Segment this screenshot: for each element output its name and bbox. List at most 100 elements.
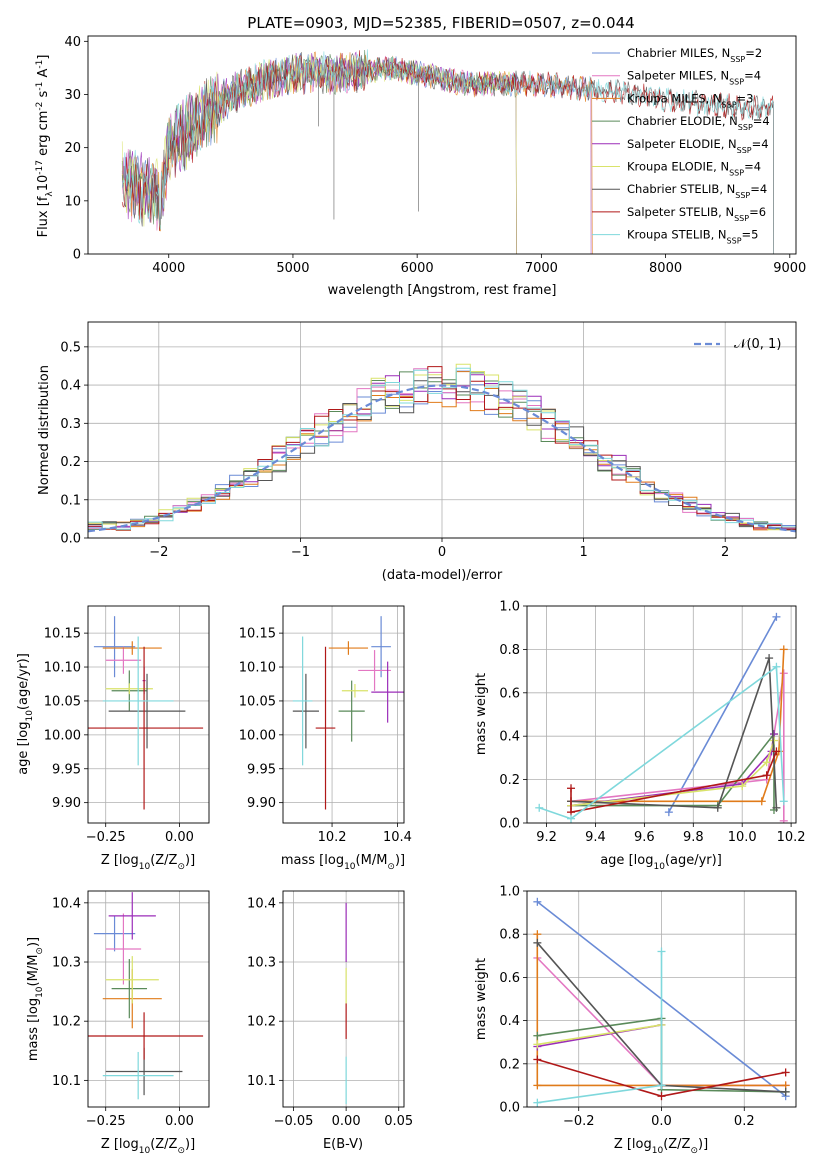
y-tick-label: 1.0 xyxy=(499,885,520,900)
y-tick-label: 0.0 xyxy=(499,817,520,832)
plot-area xyxy=(88,892,204,1100)
label-part: 10 xyxy=(344,862,356,872)
weight-line xyxy=(538,665,785,820)
legend-label: Salpeter ELODIE, NSSP=4 xyxy=(627,137,769,155)
x-axis-label: mass [log10(M/M⊙)] xyxy=(281,853,405,872)
x-tick-label: 9000 xyxy=(773,261,806,276)
x-tick-label: −2 xyxy=(149,545,168,560)
plot-area xyxy=(88,363,796,533)
x-tick-label: 5000 xyxy=(276,261,309,276)
y-tick-label: 10.1 xyxy=(247,1074,276,1089)
legend-name: Chabrier STELIB, N xyxy=(627,182,735,196)
y-tick-label: 0.0 xyxy=(499,1101,520,1116)
legend-name: Chabrier MILES, N xyxy=(627,46,730,60)
label-part: Z [log xyxy=(101,853,139,868)
label-part: mass [log xyxy=(26,998,41,1061)
legend-sub: SSP xyxy=(738,123,753,132)
x-axis-label: Z [log10(Z/Z⊙)] xyxy=(101,1137,195,1156)
legend-label: Chabrier STELIB, NSSP=4 xyxy=(627,182,767,200)
y-tick-label: 0.4 xyxy=(499,1014,520,1029)
x-tick-label: −0.25 xyxy=(86,1114,126,1129)
y-tick-label: 10 xyxy=(64,194,81,209)
x-tick-label: 0 xyxy=(438,545,446,560)
legend-n: =5 xyxy=(742,228,759,242)
label-part: )] xyxy=(185,853,195,868)
label-part: 10 xyxy=(653,862,665,872)
label-part: Z [log xyxy=(614,1137,652,1152)
x-tick-label: 6000 xyxy=(401,261,434,276)
x-tick-label: 0.2 xyxy=(734,1114,755,1129)
label-part: )] xyxy=(185,1137,195,1152)
legend-label: Chabrier ELODIE, NSSP=4 xyxy=(627,114,770,132)
label-part: ⊙ xyxy=(387,862,395,872)
x-axis-label: Z [log10(Z/Z⊙)] xyxy=(101,853,195,872)
legend-label: Kroupa STELIB, NSSP=5 xyxy=(627,228,758,246)
axes-frame xyxy=(282,605,405,824)
y-tick-label: 9.90 xyxy=(247,796,276,811)
y-tick-label: 0.4 xyxy=(60,379,81,394)
spectrum-line xyxy=(121,49,774,254)
legend-n: =4 xyxy=(753,114,770,128)
legend-name: Kroupa MILES, N xyxy=(627,91,722,105)
legend-label: Salpeter STELIB, NSSP=6 xyxy=(627,205,766,223)
y-tick-label: 10.1 xyxy=(52,1074,81,1089)
y-tick-label: 0.8 xyxy=(499,928,520,943)
normal-curve xyxy=(88,384,796,533)
label-part: ⊙ xyxy=(690,1146,698,1156)
x-axis-label: wavelength [Angstrom, rest frame] xyxy=(328,283,557,298)
y-tick-label: 10.4 xyxy=(247,896,276,911)
x-axis-label: Z [log10(Z/Z⊙)] xyxy=(614,1137,708,1156)
plot-area xyxy=(535,612,788,823)
x-tick-label: 0.0 xyxy=(651,1114,672,1129)
legend-sub: SSP xyxy=(734,213,749,222)
y-tick-label: 10.2 xyxy=(247,1015,276,1030)
x-tick-label: 2 xyxy=(721,545,729,560)
label-part: (Z/Z xyxy=(150,1137,177,1152)
legend-sub: SSP xyxy=(722,100,737,109)
y-tick-label: 10.00 xyxy=(44,728,81,743)
y-tick-label: 1.0 xyxy=(499,600,520,615)
label-part: -2 xyxy=(35,102,45,111)
label-part: (age/yr)] xyxy=(16,653,31,710)
y-axis-label: Flux [fλ10-17 erg cm-2 s-1 A-1] xyxy=(35,55,55,238)
y-tick-label: 0.6 xyxy=(499,686,520,701)
x-tick-label: −0.2 xyxy=(563,1114,595,1129)
plot-area xyxy=(292,616,404,810)
legend-n: =4 xyxy=(744,160,761,174)
y-tick-label: 20 xyxy=(64,141,81,156)
y-axis-label: Normed distribution xyxy=(37,365,52,495)
x-tick-label: 1 xyxy=(579,545,587,560)
grid xyxy=(283,606,404,823)
label-part: )] xyxy=(395,853,405,868)
legend-sub: SSP xyxy=(730,55,745,64)
label-part: (M/M xyxy=(356,853,388,868)
weight-line xyxy=(570,733,775,807)
label-part: -17 xyxy=(35,160,45,175)
x-tick-label: 9.8 xyxy=(683,830,704,845)
panel-weight_vs_Z: −0.2 0.0 0.2 0.0 0.2 0.4 0.6 0.8 1.0 Z [log10(Z/Z… xyxy=(474,885,797,1156)
panel-residuals: −2 −1 0 1 2 0.0 0.1 0.2 0.3 0.4 0.5 𝒩(0, 1) (data-mo… xyxy=(37,321,797,583)
label-part: 10 xyxy=(36,175,51,192)
label-part: 10 xyxy=(139,862,151,872)
x-tick-label: 9.2 xyxy=(536,830,557,845)
y-tick-label: 10.05 xyxy=(239,694,276,709)
label-part: ⊙ xyxy=(35,947,45,955)
legend-name: Kroupa ELODIE, N xyxy=(627,160,729,174)
panel-spectrum: 4000 5000 6000 7000 8000 9000 0 10 20 30 40 wavelen… xyxy=(35,35,806,298)
label-part: mass [log xyxy=(281,853,344,868)
legend-label: Salpeter MILES, NSSP=4 xyxy=(627,69,761,87)
axes-frame xyxy=(526,890,797,1108)
plot-area xyxy=(533,897,790,1107)
weight-line xyxy=(537,1024,662,1046)
legend-name: Kroupa STELIB, N xyxy=(627,228,727,242)
x-tick-label: −1 xyxy=(291,545,310,560)
weight-line xyxy=(570,657,778,809)
y-tick-label: 0.0 xyxy=(60,532,81,547)
legend-n: =3 xyxy=(737,91,754,105)
label-part: ⊙ xyxy=(177,862,185,872)
y-tick-label: 10.05 xyxy=(44,694,81,709)
histogram-step xyxy=(88,371,796,531)
legend-label: Kroupa ELODIE, NSSP=4 xyxy=(627,160,761,178)
y-tick-label: 10.2 xyxy=(52,1015,81,1030)
